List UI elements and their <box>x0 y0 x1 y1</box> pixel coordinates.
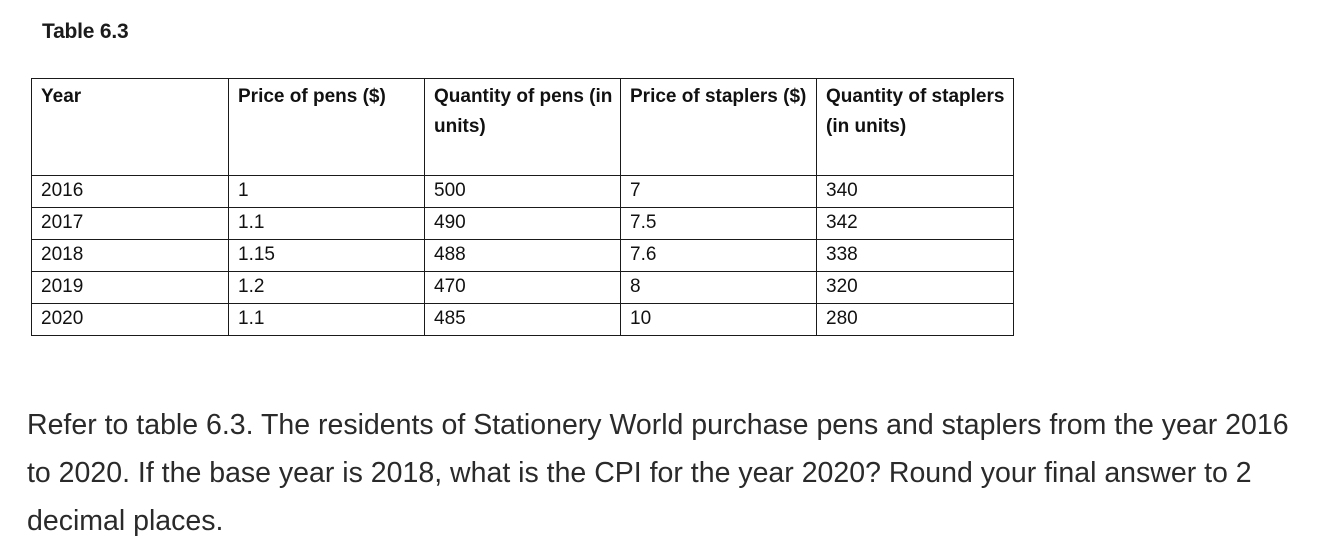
table-row: 2018 1.15 488 7.6 338 <box>31 239 1014 272</box>
header-price-of-staplers: Price of staplers ($) <box>620 78 817 176</box>
cell-quantity-of-pens: 470 <box>424 271 621 304</box>
table-row: 2019 1.2 470 8 320 <box>31 271 1014 304</box>
table-caption: Table 6.3 <box>42 20 129 43</box>
cell-quantity-of-pens: 490 <box>424 207 621 240</box>
cell-price-of-pens: 1.1 <box>228 207 425 240</box>
cell-price-of-staplers: 7.6 <box>620 239 817 272</box>
data-table: Year Price of pens ($) Quantity of pens … <box>31 78 1014 336</box>
table-row: 2017 1.1 490 7.5 342 <box>31 207 1014 240</box>
question-text: Refer to table 6.3. The residents of Sta… <box>27 408 1289 537</box>
cell-price-of-pens: 1.15 <box>228 239 425 272</box>
cell-quantity-of-staplers: 340 <box>816 175 1014 208</box>
cell-year: 2017 <box>31 207 229 240</box>
cell-quantity-of-staplers: 342 <box>816 207 1014 240</box>
cell-quantity-of-pens: 500 <box>424 175 621 208</box>
header-price-of-pens: Price of pens ($) <box>228 78 425 176</box>
cell-price-of-pens: 1.1 <box>228 303 425 336</box>
cell-price-of-staplers: 10 <box>620 303 817 336</box>
header-year: Year <box>31 78 229 176</box>
cell-price-of-pens: 1.2 <box>228 271 425 304</box>
table-row: 2020 1.1 485 10 280 <box>31 303 1014 336</box>
cell-quantity-of-staplers: 280 <box>816 303 1014 336</box>
cell-price-of-staplers: 7.5 <box>620 207 817 240</box>
table-header-row: Year Price of pens ($) Quantity of pens … <box>31 78 1014 176</box>
cell-quantity-of-staplers: 320 <box>816 271 1014 304</box>
cell-quantity-of-pens: 488 <box>424 239 621 272</box>
cell-year: 2018 <box>31 239 229 272</box>
cell-quantity-of-pens: 485 <box>424 303 621 336</box>
cell-year: 2020 <box>31 303 229 336</box>
header-quantity-of-staplers: Quantity of staplers (in units) <box>816 78 1014 176</box>
cell-price-of-pens: 1 <box>228 175 425 208</box>
table-row: 2016 1 500 7 340 <box>31 175 1014 208</box>
cell-price-of-staplers: 7 <box>620 175 817 208</box>
cell-year: 2019 <box>31 271 229 304</box>
cell-year: 2016 <box>31 175 229 208</box>
cell-price-of-staplers: 8 <box>620 271 817 304</box>
cell-quantity-of-staplers: 338 <box>816 239 1014 272</box>
header-quantity-of-pens: Quantity of pens (in units) <box>424 78 621 176</box>
